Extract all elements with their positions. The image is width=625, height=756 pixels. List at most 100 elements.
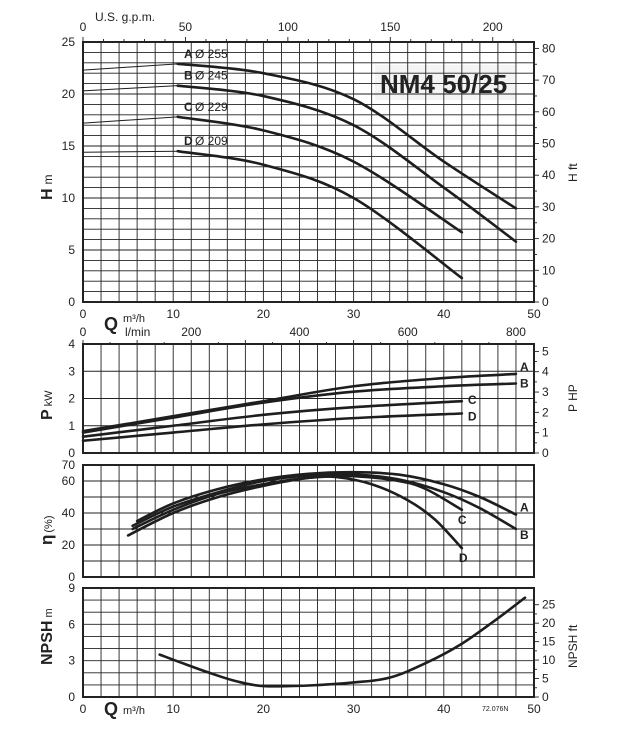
y-tick-label: 2 (68, 392, 75, 406)
right-tick-label: 20 (542, 616, 556, 630)
right-tick-label: 50 (542, 137, 556, 151)
right-tick-label: 0 (542, 446, 549, 460)
x-tick-label: 30 (347, 702, 361, 716)
y-tick-label: 40 (62, 506, 76, 520)
head-curve-extension-C (82, 116, 178, 124)
lmin-axis-label: l/min (125, 325, 150, 339)
x-tick-label: 40 (437, 307, 451, 321)
y-tick-label: 5 (68, 243, 75, 257)
lmin-tick-label: 600 (398, 325, 418, 339)
x-tick-label: 20 (257, 307, 271, 321)
y-tick-label: 0 (68, 446, 75, 460)
x-tick-label: 50 (527, 307, 541, 321)
y-tick-label: 4 (68, 337, 75, 351)
y-tick-label: 0 (68, 295, 75, 309)
gpm-axis-label: U.S. g.p.m. (95, 10, 155, 24)
head-curve-D (176, 149, 464, 280)
power-curve-D (81, 412, 464, 443)
p-hp-axis-label: P HP (566, 384, 580, 412)
head-curve-extension-A (82, 63, 178, 71)
y-tick-label: 9 (68, 581, 75, 595)
lmin-tick-label: 800 (506, 325, 526, 339)
npsh-curve (158, 596, 527, 688)
y-tick-label: 0 (68, 570, 75, 584)
right-tick-label: 2 (542, 405, 549, 419)
y-tick-label: 1 (68, 419, 75, 433)
y-tick-label: 6 (68, 617, 75, 631)
curve-diameter-C: Ø 229 (195, 100, 228, 114)
curve-diameter-A: Ø 255 (195, 47, 228, 61)
right-tick-label: 15 (542, 635, 556, 649)
curve-label-C: C (184, 100, 193, 114)
power-label-D: D (468, 409, 477, 423)
p-axis-label: PkW (39, 390, 56, 420)
y-tick-label: 20 (62, 538, 76, 552)
efficiency-label-A: A (520, 501, 529, 515)
right-tick-label: 40 (542, 168, 556, 182)
efficiency-curve-B (131, 472, 518, 531)
y-tick-label: 3 (68, 654, 75, 668)
right-tick-label: 80 (542, 41, 556, 55)
h-ft-axis-label: H ft (566, 163, 580, 182)
efficiency-label-C: C (458, 513, 467, 527)
drawing-code: 72.076N (482, 706, 508, 713)
head-curve-A (176, 62, 518, 210)
x-tick-label: 20 (257, 702, 271, 716)
npsh-axis-label: NPSHm (39, 608, 56, 665)
power-label-B: B (520, 377, 529, 391)
curve-label-A: A (184, 47, 193, 61)
x-tick-label: 0 (80, 702, 87, 716)
right-tick-label: 30 (542, 200, 556, 214)
efficiency-curve-D (126, 475, 464, 550)
right-tick-label: 5 (542, 344, 549, 358)
curve-diameter-D: Ø 209 (195, 134, 228, 148)
right-tick-label: 10 (542, 653, 556, 667)
lmin-tick-label: 200 (181, 325, 201, 339)
x-tick-label: 0 (80, 307, 87, 321)
y-tick-label: 0 (68, 690, 75, 704)
y-tick-label: 10 (62, 191, 76, 205)
lmin-tick-label: 0 (80, 325, 87, 339)
right-tick-label: 70 (542, 73, 556, 87)
right-tick-label: 3 (542, 385, 549, 399)
gpm-tick-label: 0 (80, 20, 87, 34)
power-label-C: C (468, 393, 477, 407)
right-tick-label: 0 (542, 690, 549, 704)
q-label: Q (104, 314, 118, 334)
curve-diameter-B: Ø 245 (195, 69, 228, 83)
right-tick-label: 5 (542, 672, 549, 686)
power-curve-A (81, 372, 518, 433)
lmin-tick-label: 400 (289, 325, 309, 339)
y-tick-label: 25 (62, 35, 76, 49)
h-axis-label: Hm (39, 174, 56, 200)
plot-frame (82, 587, 535, 698)
y-tick-label: 3 (68, 364, 75, 378)
eta-axis-label: η(%) (37, 516, 56, 546)
plot-frame (82, 464, 535, 578)
y-tick-label: 15 (62, 139, 76, 153)
right-tick-label: 1 (542, 426, 549, 440)
y-tick-label: 20 (62, 87, 76, 101)
right-tick-label: 0 (542, 295, 549, 309)
power-curve-C (81, 399, 464, 438)
right-tick-label: 25 (542, 598, 556, 612)
right-tick-label: 4 (542, 365, 549, 379)
gpm-tick-label: 200 (483, 20, 503, 34)
npsh-ft-axis-label: NPSH ft (566, 624, 580, 668)
curve-label-B: B (184, 69, 193, 83)
q-unit-bottom: m³/h (123, 705, 145, 717)
q-unit-m3h: m³/h (123, 313, 145, 325)
head-curve-extension-D (82, 150, 178, 153)
gpm-tick-label: 100 (278, 20, 298, 34)
x-tick-label: 10 (167, 702, 181, 716)
right-tick-label: 20 (542, 232, 556, 246)
q-label-bottom: Q (104, 699, 118, 719)
efficiency-label-D: D (459, 551, 468, 565)
gpm-tick-label: 50 (179, 20, 193, 34)
plot-frame (82, 343, 535, 454)
head-curve-C (176, 115, 464, 234)
power-curve-B (81, 382, 518, 434)
gpm-tick-label: 150 (380, 20, 400, 34)
x-tick-label: 50 (527, 702, 541, 716)
